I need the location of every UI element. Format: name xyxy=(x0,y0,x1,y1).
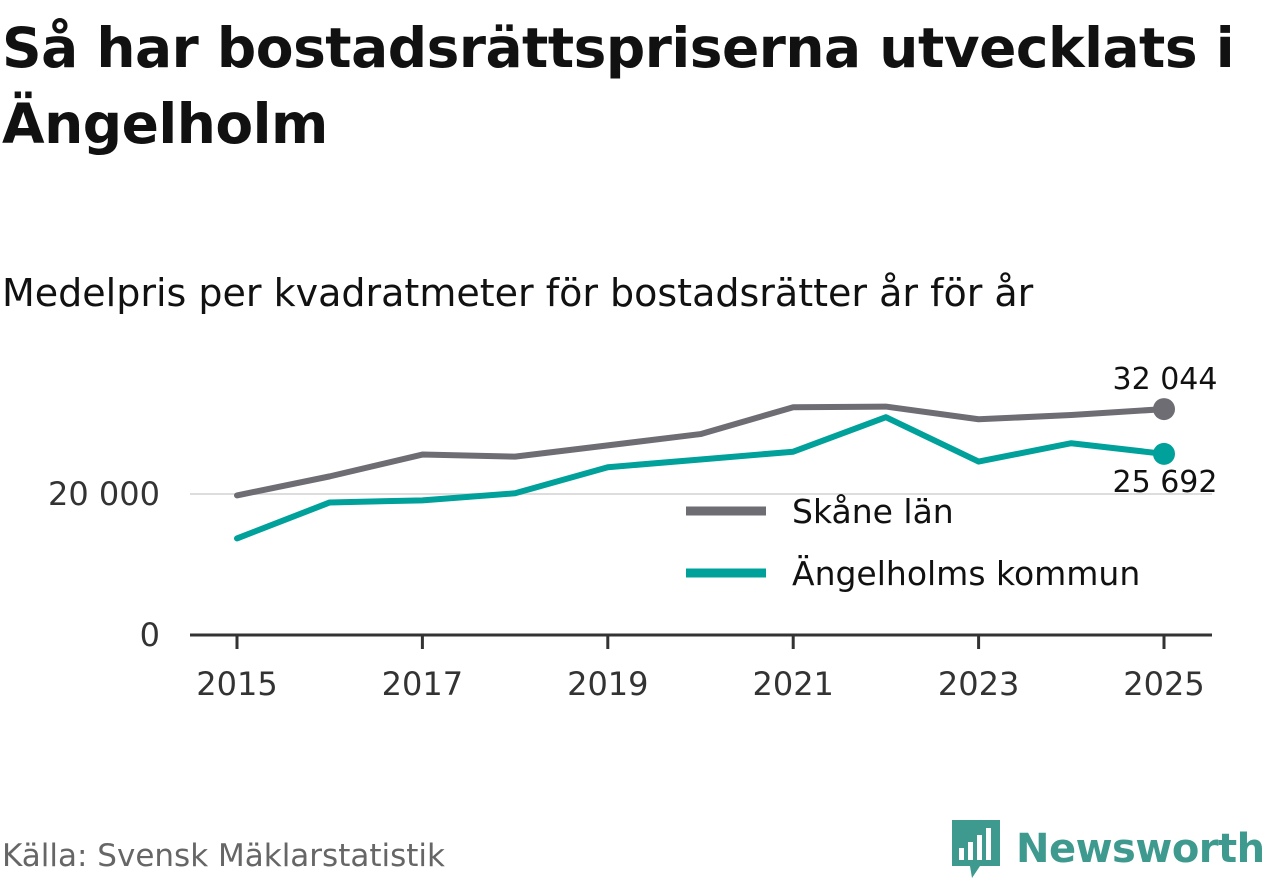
chart-title: Så har bostadsrättspriserna utvecklats i… xyxy=(2,10,1260,162)
line-chart: 0 20 000 2015 2017 2019 2021 2023 2025 32 044 25… xyxy=(0,350,1262,710)
source-text: Källa: Svensk Mäklarstatistik xyxy=(2,838,445,874)
x-tick-label: 2017 xyxy=(382,665,463,703)
legend-label-angelholm: Ängelholms kommun xyxy=(792,554,1140,593)
x-tick-label: 2019 xyxy=(567,665,648,703)
end-point-skane xyxy=(1153,398,1175,420)
newsworthy-logo-icon xyxy=(950,818,1002,880)
y-tick-label: 20 000 xyxy=(48,475,160,513)
end-point-angelholm xyxy=(1153,443,1175,465)
legend-label-skane: Skåne län xyxy=(792,492,954,531)
y-tick-label: 0 xyxy=(140,616,160,654)
end-value-label-skane: 32 044 xyxy=(1113,362,1218,397)
legend: Skåne län Ängelholms kommun xyxy=(686,492,1140,593)
x-tick-label: 2015 xyxy=(196,665,277,703)
newsworthy-logo-text: Newsworthy xyxy=(1016,826,1262,872)
x-tick-label: 2021 xyxy=(752,665,833,703)
end-value-label-angelholm: 25 692 xyxy=(1113,465,1218,500)
chart-subtitle: Medelpris per kvadratmeter för bostadsrä… xyxy=(2,268,1033,318)
series-layer xyxy=(237,398,1175,538)
x-tick-label: 2025 xyxy=(1123,665,1204,703)
label-layer: 32 044 25 692 xyxy=(1113,362,1218,500)
x-tick-label: 2023 xyxy=(938,665,1019,703)
newsworthy-logo: Newsworthy xyxy=(950,818,1262,880)
